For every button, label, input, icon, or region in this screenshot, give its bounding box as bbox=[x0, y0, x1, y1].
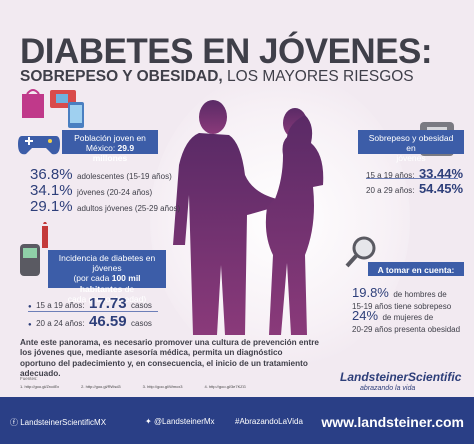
twitter-icon: ✦ bbox=[145, 417, 152, 426]
incidence-divider bbox=[28, 311, 158, 312]
subtitle-rest: LOS MAYORES RIESGOS bbox=[222, 68, 414, 85]
incidence-box-line1: Incidencia de diabetes en jóvenes bbox=[58, 253, 156, 274]
sources-list: 1. http://goo.gl/ZrcdEx 2. http://goo.gl… bbox=[20, 384, 246, 389]
population-label: México: bbox=[85, 143, 118, 154]
overweight-box-line2: jóvenes bbox=[396, 153, 426, 164]
consider-stat-1: 19.8% de hombres de 15-19 años tiene sob… bbox=[352, 285, 452, 311]
brand-logo: LandsteinerScientific abrazando la vida bbox=[340, 370, 462, 392]
population-box: Población joven en México: 29.9 millones bbox=[62, 130, 158, 163]
overweight-box: Sobrepeso y obesidad en jóvenes bbox=[358, 130, 464, 163]
source-link[interactable]: 4. http://goo.gl/3e7KZG bbox=[204, 384, 246, 389]
magnifier-icon bbox=[345, 236, 376, 268]
phone-icon bbox=[68, 102, 84, 128]
sources-label: Fuentes: bbox=[20, 376, 38, 381]
overweight-divider bbox=[366, 178, 458, 179]
consider-stat-2: 24% de mujeres de 20-29 años presenta ob… bbox=[352, 308, 461, 334]
facebook-link[interactable]: ⓕ LandsteinerScientificMX bbox=[10, 418, 107, 427]
facebook-icon: ⓕ bbox=[10, 418, 18, 427]
closing-paragraph: Ante este panorama, es necesario promove… bbox=[20, 338, 319, 378]
overweight-box-line1: Sobrepeso y obesidad en bbox=[368, 133, 454, 154]
incidence-box-line2: (por cada 100 mil habitantes de bbox=[73, 273, 141, 294]
source-link[interactable]: 2. http://goo.gl/RWsd3 bbox=[81, 384, 121, 389]
glucometer-icon bbox=[20, 222, 48, 276]
overweight-stat-1: 15 a 19 años: 33.44% bbox=[366, 166, 464, 181]
source-link[interactable]: 1. http://goo.gl/ZrcdEx bbox=[20, 384, 60, 389]
population-box-line1: Población joven en bbox=[74, 133, 146, 143]
gamepad-icon bbox=[18, 136, 60, 155]
consider-box: A tomar en cuenta: bbox=[368, 262, 464, 276]
brand-name: LandsteinerScientific bbox=[340, 370, 462, 384]
incidence-stat-1: ● 15 a 19 años: 17.73 casos bbox=[28, 295, 152, 312]
incidence-box-line3: cada grupo de edad) bbox=[67, 293, 147, 304]
brand-tagline: abrazando la vida bbox=[360, 385, 416, 392]
twitter-link[interactable]: ✦ @LandsteinerMx bbox=[145, 417, 215, 426]
overweight-stat-2: 20 a 29 años: 54.45% bbox=[366, 181, 464, 196]
population-value: 29.9 millones bbox=[92, 143, 135, 164]
incidence-box: Incidencia de diabetes en jóvenes (por c… bbox=[48, 250, 166, 304]
subtitle-bold: SOBREPESO Y OBESIDAD, bbox=[20, 68, 223, 85]
population-box-line2: México: 29.9 millones bbox=[68, 143, 152, 163]
population-stat-3: 29.1% adultos jóvenes (25-29 años) bbox=[30, 198, 181, 215]
source-link[interactable]: 3. http://goo.gl/Wmcx3 bbox=[142, 384, 183, 389]
population-stat-1: 36.8% adolescentes (15-19 años) bbox=[30, 166, 172, 183]
population-stat-2: 34.1% jóvenes (20-24 años) bbox=[30, 182, 153, 199]
website-link[interactable]: www.landsteiner.com bbox=[321, 414, 464, 430]
page-title: DIABETES EN JÓVENES: bbox=[20, 32, 433, 71]
footer-bar: ⓕ LandsteinerScientificMX ✦ @Landsteiner… bbox=[0, 397, 474, 444]
page-subtitle: SOBREPESO Y OBESIDAD, LOS MAYORES RIESGO… bbox=[20, 68, 414, 86]
couple-silhouette-icon bbox=[173, 100, 324, 335]
incidence-stat-2: ● 20 a 24 años: 46.59 casos bbox=[28, 313, 152, 330]
hashtag: #AbrazandoLaVida bbox=[235, 417, 303, 426]
